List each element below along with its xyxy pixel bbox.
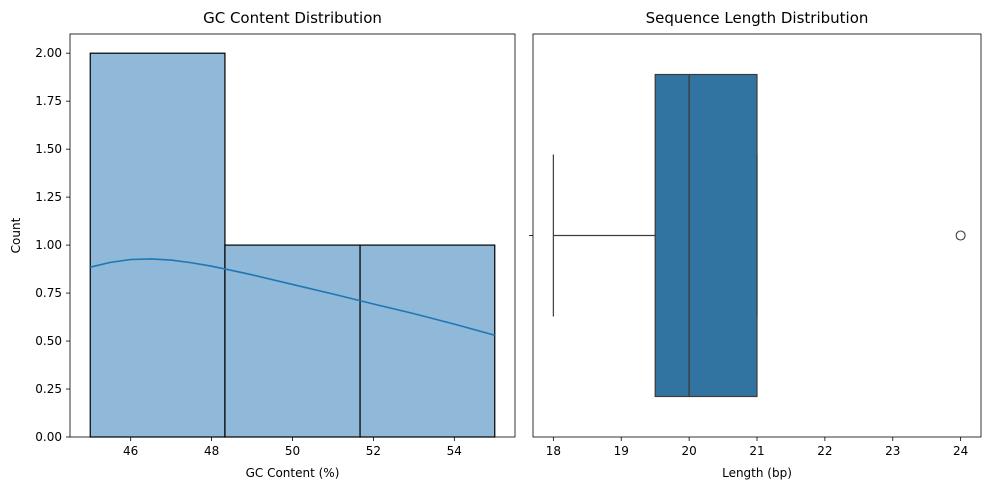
y-tick-label: 1.75 xyxy=(35,94,62,108)
chart-title: GC Content Distribution xyxy=(203,9,382,27)
histogram-bar xyxy=(359,244,496,438)
x-tick-label: 24 xyxy=(953,444,968,458)
x-tick-label: 50 xyxy=(285,444,300,458)
x-tick-label: 18 xyxy=(546,444,561,458)
gc-content-histogram: 46 48 50 52 54 0.00 0.25 0.50 0.75 1.00 1.25 1.50 1… xyxy=(9,9,516,480)
x-axis-ticks: 46 48 50 52 54 xyxy=(123,437,462,458)
histogram-bars xyxy=(89,52,496,438)
x-axis-ticks: 18 19 20 21 22 23 24 xyxy=(546,437,968,458)
x-tick-label: 21 xyxy=(749,444,764,458)
y-tick-label: 0.00 xyxy=(35,430,62,444)
x-tick-label: 48 xyxy=(204,444,219,458)
y-tick-label: 1.25 xyxy=(35,190,62,204)
y-axis-ticks: 0.00 0.25 0.50 0.75 1.00 1.25 1.50 1.75 2.00 xyxy=(35,46,70,444)
y-tick-label: 0.75 xyxy=(35,286,62,300)
x-tick-label: 20 xyxy=(681,444,696,458)
interquartile-box xyxy=(654,73,758,398)
histogram-bar xyxy=(224,244,361,438)
x-tick-label: 52 xyxy=(366,444,381,458)
x-tick-label: 23 xyxy=(885,444,900,458)
x-tick-label: 54 xyxy=(447,444,462,458)
sequence-length-boxplot: 18 19 20 21 22 23 24 Sequence Length Distribut… xyxy=(529,9,982,480)
y-tick-label: 1.00 xyxy=(35,238,62,252)
x-tick-label: 22 xyxy=(817,444,832,458)
y-tick-label: 0.50 xyxy=(35,334,62,348)
x-tick-label: 46 xyxy=(123,444,138,458)
histogram-bar xyxy=(89,52,226,438)
kde-curve xyxy=(90,258,495,337)
y-tick-label: 0.25 xyxy=(35,382,62,396)
boxplot-marks xyxy=(552,73,966,398)
y-axis-label: Count xyxy=(9,217,23,253)
outlier-point xyxy=(955,230,966,241)
x-axis-label: GC Content (%) xyxy=(246,466,340,480)
chart-title: Sequence Length Distribution xyxy=(646,9,869,27)
x-axis-label: Length (bp) xyxy=(722,466,792,480)
y-tick-label: 2.00 xyxy=(35,46,62,60)
y-tick-label: 1.50 xyxy=(35,142,62,156)
x-tick-label: 19 xyxy=(614,444,629,458)
